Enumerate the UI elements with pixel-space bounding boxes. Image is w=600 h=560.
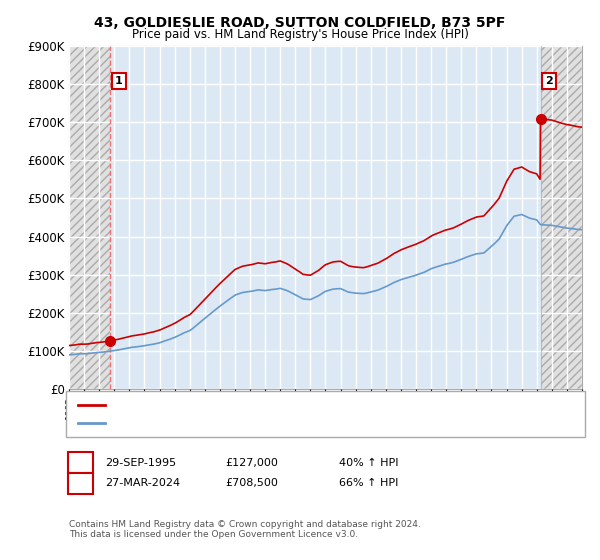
Bar [69, 46, 110, 389]
Text: 40% ↑ HPI: 40% ↑ HPI [339, 458, 398, 468]
Text: 43, GOLDIESLIE ROAD, SUTTON COLDFIELD, B73 5PF: 43, GOLDIESLIE ROAD, SUTTON COLDFIELD, B… [94, 16, 506, 30]
Text: 1: 1 [76, 456, 85, 469]
Text: 29-SEP-1995: 29-SEP-1995 [105, 458, 176, 468]
Text: 1: 1 [115, 76, 123, 86]
Text: 27-MAR-2024: 27-MAR-2024 [105, 478, 180, 488]
Text: 2: 2 [545, 76, 553, 86]
Text: £127,000: £127,000 [225, 458, 278, 468]
Text: 2: 2 [76, 477, 85, 490]
Text: Contains HM Land Registry data © Crown copyright and database right 2024.
This d: Contains HM Land Registry data © Crown c… [69, 520, 421, 539]
Text: 43, GOLDIESLIE ROAD, SUTTON COLDFIELD, B73 5PF (detached house): 43, GOLDIESLIE ROAD, SUTTON COLDFIELD, B… [111, 400, 459, 410]
Text: 66% ↑ HPI: 66% ↑ HPI [339, 478, 398, 488]
Text: HPI: Average price, detached house, Birmingham: HPI: Average price, detached house, Birm… [111, 418, 352, 428]
Bar [541, 46, 582, 389]
Text: Price paid vs. HM Land Registry's House Price Index (HPI): Price paid vs. HM Land Registry's House … [131, 28, 469, 41]
Text: £708,500: £708,500 [225, 478, 278, 488]
